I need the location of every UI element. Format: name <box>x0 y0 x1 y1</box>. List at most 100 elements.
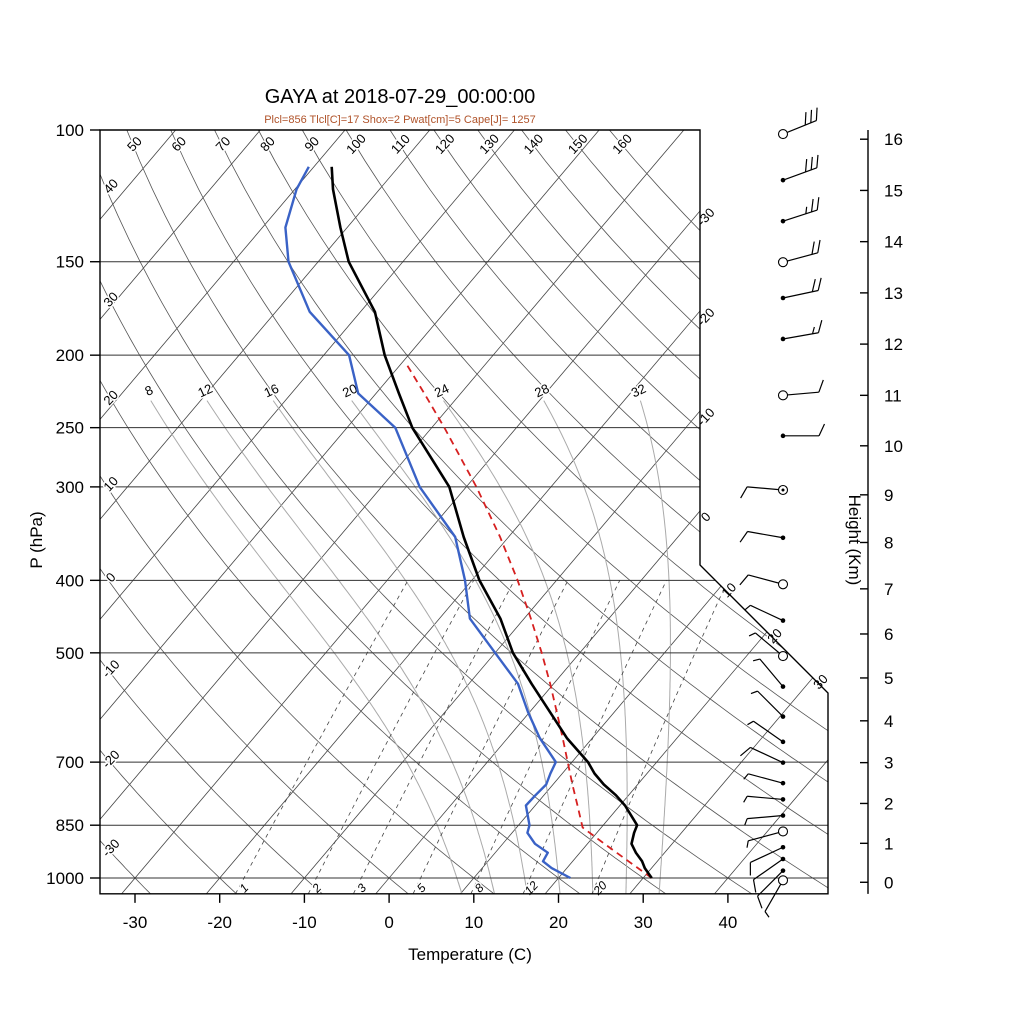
wind-barbs <box>739 107 826 918</box>
mixing-ratio-label: 8 <box>472 881 487 896</box>
wind-level-dot <box>780 218 786 224</box>
temperature-tick-label: 0 <box>384 913 393 932</box>
dry-adiabat-label: 140 <box>521 131 547 157</box>
moist-adiabat-label: 16 <box>262 381 281 401</box>
isotherm-line <box>100 130 600 894</box>
parcel-curve <box>405 362 653 879</box>
dry-adiabat-label: 100 <box>343 131 369 157</box>
plot-outline <box>99 129 829 895</box>
pressure-tick-label: 150 <box>56 253 84 272</box>
wind-level-dot <box>780 535 786 541</box>
wind-barb-staff <box>747 795 784 801</box>
wind-barb <box>780 197 820 224</box>
dry-adiabat-line <box>170 130 828 894</box>
height-tick-label: 0 <box>884 873 893 892</box>
dry-adiabat-lines <box>100 130 828 894</box>
wind-barb-staff <box>748 574 784 585</box>
pressure-tick-label: 700 <box>56 753 84 772</box>
wind-barb <box>747 720 786 745</box>
wind-barb <box>739 530 786 543</box>
dry-adiabat-line <box>100 130 151 894</box>
height-axis-title: Height (Km) <box>845 495 864 586</box>
wind-barb <box>752 658 786 689</box>
mixing-ratio-lines <box>235 580 729 894</box>
dry-adiabat-label: 120 <box>432 131 458 157</box>
wind-barb-staff <box>753 858 784 881</box>
dry-adiabat-label: 80 <box>257 134 278 155</box>
height-tick-label: 5 <box>884 669 893 688</box>
temperature-curve <box>330 166 653 879</box>
wind-level-dot <box>780 433 786 439</box>
dry-adiabat-label: -30 <box>99 836 123 860</box>
temperature-tick-label: 20 <box>549 913 568 932</box>
wind-barb-half-flag <box>744 818 748 826</box>
wind-level-dot <box>780 856 786 862</box>
chart-subtitle: Plcl=856 Tlcl[C]=17 Shox=2 Pwat[cm]=5 Ca… <box>264 114 536 126</box>
wind-barb-flag <box>810 156 813 170</box>
wind-barb-staff <box>747 530 784 539</box>
wind-barb-staff <box>753 720 784 743</box>
height-tick-label: 14 <box>884 233 903 252</box>
height-tick-label: 1 <box>884 834 893 853</box>
pressure-tick-label: 500 <box>56 644 84 663</box>
dry-adiabat-label: 130 <box>476 131 502 157</box>
pressure-tick-label: 1000 <box>46 869 84 888</box>
moist-adiabat-label: 24 <box>432 381 451 401</box>
wind-barb <box>750 690 786 719</box>
dry-adiabat-line <box>214 130 828 894</box>
moist-adiabat-line <box>272 400 528 894</box>
wind-barb-half-flag <box>743 795 748 803</box>
wind-barb <box>780 320 823 342</box>
wind-barb <box>780 277 822 301</box>
isotherm-edge-label: -30 <box>694 205 718 229</box>
wind-barb-staff <box>750 846 784 864</box>
mixing-ratio-line <box>591 580 729 894</box>
wind-barb <box>743 773 786 786</box>
temperature-tick-label: 30 <box>634 913 653 932</box>
dry-adiabat-label: -10 <box>99 657 123 681</box>
dry-adiabat-line <box>565 130 828 894</box>
wind-level-circle <box>777 826 789 837</box>
mixing-ratio-line <box>470 580 621 894</box>
wind-barb-flag <box>816 197 820 211</box>
temperature-axis: -30 -20 -10 0 10 20 30 40 Temperature (C) <box>123 893 737 964</box>
wind-level-dot <box>780 714 786 719</box>
height-tick-label: 6 <box>884 625 893 644</box>
mixing-ratio-line <box>307 580 475 894</box>
wind-barb-flag <box>739 574 749 586</box>
temperature-tick-label: -20 <box>207 913 232 932</box>
wind-barb <box>764 875 789 918</box>
dry-adiabat-label: 110 <box>388 131 413 156</box>
wind-barb <box>777 379 824 401</box>
temperature-tick-label: 10 <box>464 913 483 932</box>
wind-barb-flag <box>815 107 818 121</box>
mixing-ratio-line <box>235 580 409 894</box>
isotherm-edge-label: 30 <box>810 671 831 692</box>
height-tick-label: 9 <box>884 486 893 505</box>
dry-adiabat-label: 0 <box>103 569 119 585</box>
wind-barb-flag <box>811 278 816 292</box>
wind-barb <box>744 813 786 826</box>
wind-barb-flag <box>810 109 813 123</box>
wind-barb-staff <box>750 746 784 764</box>
wind-barb-staff <box>757 690 784 718</box>
mixing-ratio-line <box>522 580 667 894</box>
dry-adiabat-label: 10 <box>100 473 121 494</box>
height-tick-label: 15 <box>884 181 903 200</box>
dry-adiabat-line <box>301 130 828 894</box>
isotherm-line <box>121 130 769 894</box>
moist-adiabat-line <box>443 400 594 894</box>
isotherm-edge-label: 10 <box>718 580 739 601</box>
wind-barb-flag <box>756 895 763 909</box>
wind-level-dot <box>780 868 786 873</box>
wind-level-dot <box>780 739 786 745</box>
mixing-ratio-line <box>353 580 515 894</box>
isotherm-line <box>375 130 828 894</box>
wind-barb-staff <box>782 332 819 340</box>
temperature-axis-title: Temperature (C) <box>408 945 532 964</box>
wind-barb <box>744 604 786 623</box>
dry-adiabat-label: 50 <box>124 134 145 155</box>
isotherm-line <box>100 130 685 894</box>
